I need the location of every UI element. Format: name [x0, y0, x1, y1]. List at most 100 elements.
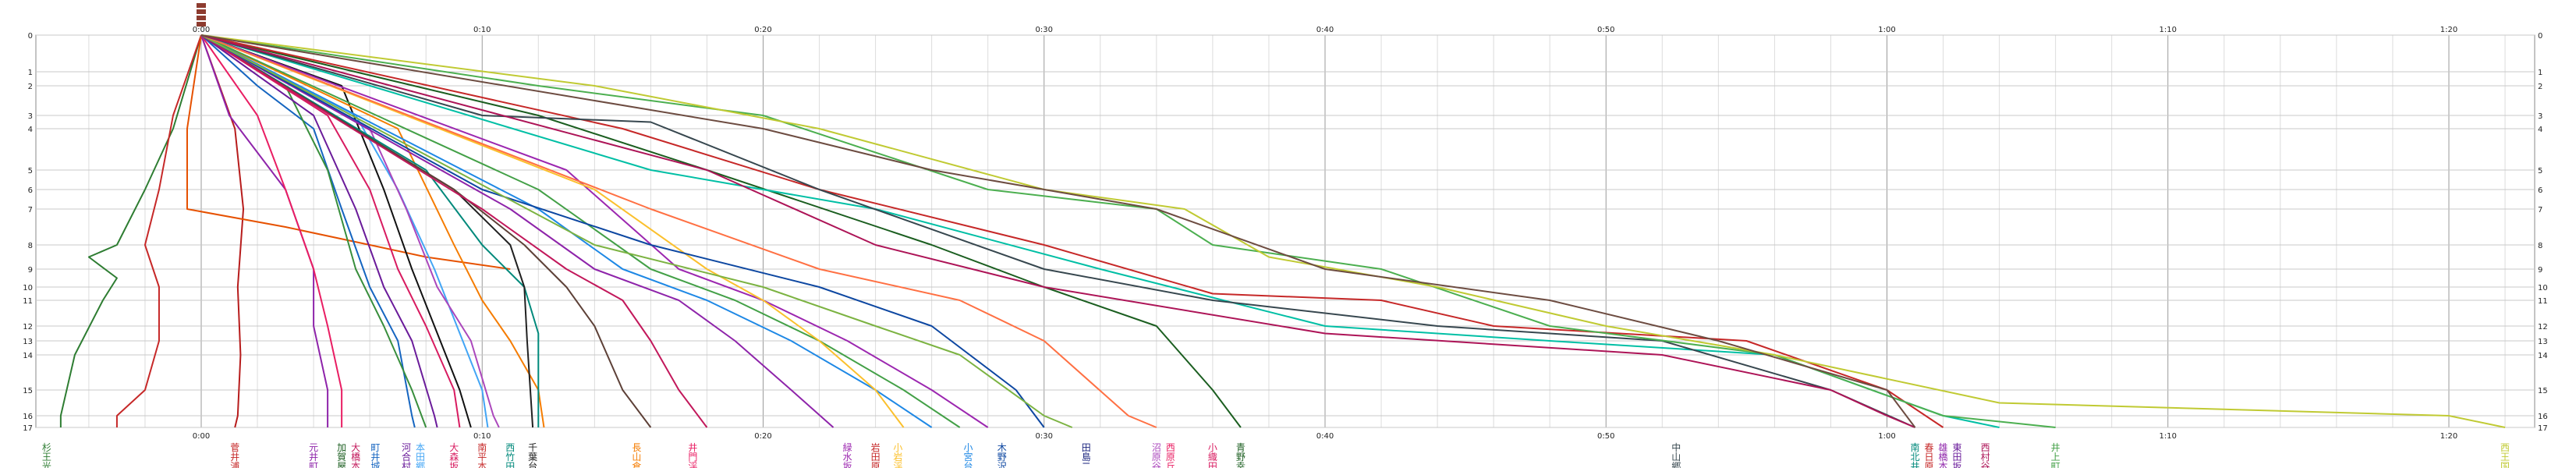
bottom-label: 町井城 — [370, 442, 380, 468]
row-label-right: 2 — [2538, 83, 2542, 91]
bottom-label-char: 河 — [402, 442, 411, 453]
x-tick-labels: 0:00 0:00 0:10 0:10 0:20 0:20 0:30 0:30 0:40 0:40… — [193, 26, 2457, 441]
bottom-label: 東田坂 — [1953, 442, 1962, 468]
row-label-left: 8 — [28, 242, 33, 250]
bottom-label-char: 野 — [997, 452, 1007, 463]
bottom-label-char: 谷 — [1981, 461, 1990, 468]
series-line — [200, 34, 1915, 428]
x-tick-label-bottom: 1:00 — [1878, 432, 1895, 441]
bottom-label: 西竹田 — [505, 442, 515, 468]
x-tick-label-bottom: 0:50 — [1597, 432, 1614, 441]
series-line — [200, 34, 652, 428]
bottom-label-char: 元 — [309, 442, 318, 453]
bottom-label-char: 浦 — [230, 461, 239, 468]
bottom-label-char: 西 — [1981, 442, 1990, 453]
bottom-label-char: 大 — [449, 442, 459, 453]
row-label-right: 12 — [2538, 323, 2548, 332]
bottom-label-char: 小 — [963, 442, 973, 453]
x-tick-label-top: 0:00 — [193, 26, 210, 34]
x-tick-label-bottom: 0:00 — [193, 432, 210, 441]
bottom-label-char: 島 — [1082, 451, 1091, 463]
row-label-left: 14 — [23, 352, 33, 360]
series-line — [200, 34, 461, 428]
bottom-label-char: 菅 — [230, 442, 239, 453]
bottom-label-char: 本 — [351, 461, 360, 468]
bottom-label: 春日原 — [1925, 442, 1934, 468]
row-label-right: 5 — [2538, 167, 2542, 176]
bottom-label-char: 岩 — [871, 441, 881, 453]
bottom-label: 小岩渓 — [893, 442, 902, 468]
bottom-label-char: 本 — [416, 442, 425, 453]
bottom-label: 西村谷 — [1981, 442, 1990, 468]
bottom-label-char: 田 — [1082, 442, 1091, 453]
bottom-label-char: 渓 — [893, 461, 902, 468]
row-label-right: 17 — [2538, 424, 2548, 433]
x-tick-label-top: 0:10 — [473, 26, 491, 34]
bottom-label: 西原丘 — [1166, 442, 1175, 468]
series-line — [200, 34, 1916, 428]
bottom-label-char: 千 — [528, 442, 537, 453]
bottom-label-char: 南 — [1911, 441, 1920, 453]
x-tick-label-bottom: 0:10 — [473, 432, 491, 441]
series-line — [115, 34, 202, 427]
bottom-label-char: 井 — [688, 442, 697, 453]
bottom-label: 岩田原 — [871, 441, 881, 468]
bottom-label-char: 郷 — [1671, 461, 1681, 468]
bottom-label-char: 町 — [2051, 461, 2060, 468]
row-label-left: 3 — [28, 112, 33, 121]
bottom-label-char: 加 — [337, 442, 346, 453]
bottom-label-char: 原 — [1152, 452, 1161, 463]
bottom-label-char: 本 — [477, 461, 487, 468]
series-line — [200, 34, 708, 428]
series-line — [200, 34, 472, 428]
bottom-label-char: 井 — [1911, 461, 1920, 468]
series-line — [200, 34, 1157, 428]
bottom-label-char: 村 — [402, 461, 411, 468]
bottom-label-char: 原 — [871, 461, 881, 468]
bottom-label: 中山郷 — [1671, 441, 1681, 468]
row-label-left: 16 — [23, 413, 33, 421]
top-marker-block — [197, 3, 206, 8]
bottom-label-char: 田 — [505, 461, 515, 468]
bottom-label-char: 村 — [1981, 452, 1990, 463]
bottom-label-char: 小 — [1208, 442, 1217, 453]
row-label-right: 8 — [2538, 242, 2542, 250]
bottom-label-char: 井 — [230, 452, 239, 463]
row-label-right: 11 — [2538, 297, 2548, 306]
bottom-label-char: 織 — [1208, 452, 1217, 463]
x-tick-label-top: 1:20 — [2440, 26, 2457, 34]
series-line — [200, 34, 1915, 428]
row-label-left: 11 — [23, 297, 33, 306]
bottom-label-char: 水 — [843, 452, 852, 463]
row-label-right: 10 — [2538, 284, 2548, 292]
bottom-label: 小宮台 — [963, 442, 973, 468]
bottom-label-char: 田 — [416, 452, 425, 463]
bottom-label-char: 南 — [477, 441, 487, 453]
bottom-label-char: 大 — [351, 442, 360, 453]
bottom-label-char: 町 — [370, 442, 380, 453]
bottom-label-char: 森 — [449, 451, 459, 463]
bottom-label-char: 井 — [370, 452, 380, 463]
series-line — [200, 34, 2506, 428]
bottom-label-char: 宮 — [963, 451, 973, 463]
series-lines — [59, 34, 2506, 428]
bottom-label-char: 竹 — [505, 452, 515, 463]
series-line — [200, 34, 1944, 428]
bottom-label: 長山倉 — [632, 442, 641, 468]
row-label-left: 9 — [28, 266, 33, 275]
row-label-right: 7 — [2538, 206, 2542, 214]
row-label-left: 7 — [28, 206, 33, 214]
bottom-label-char: 雄 — [1939, 441, 1948, 453]
top-marker — [197, 3, 206, 27]
bottom-label: 木野沢 — [997, 442, 1007, 468]
bottom-label-char: 橋 — [351, 452, 360, 463]
x-tick-label-top: 0:30 — [1036, 26, 1053, 34]
bottom-label-char: 中 — [1671, 441, 1681, 453]
bottom-label-char: 城 — [370, 461, 380, 468]
bottom-label: 井門渓 — [688, 442, 697, 468]
bottom-label-char: 丘 — [1166, 461, 1175, 468]
bottom-label-char: 野 — [1236, 452, 1245, 463]
bottom-label: 千葉台 — [528, 442, 537, 468]
